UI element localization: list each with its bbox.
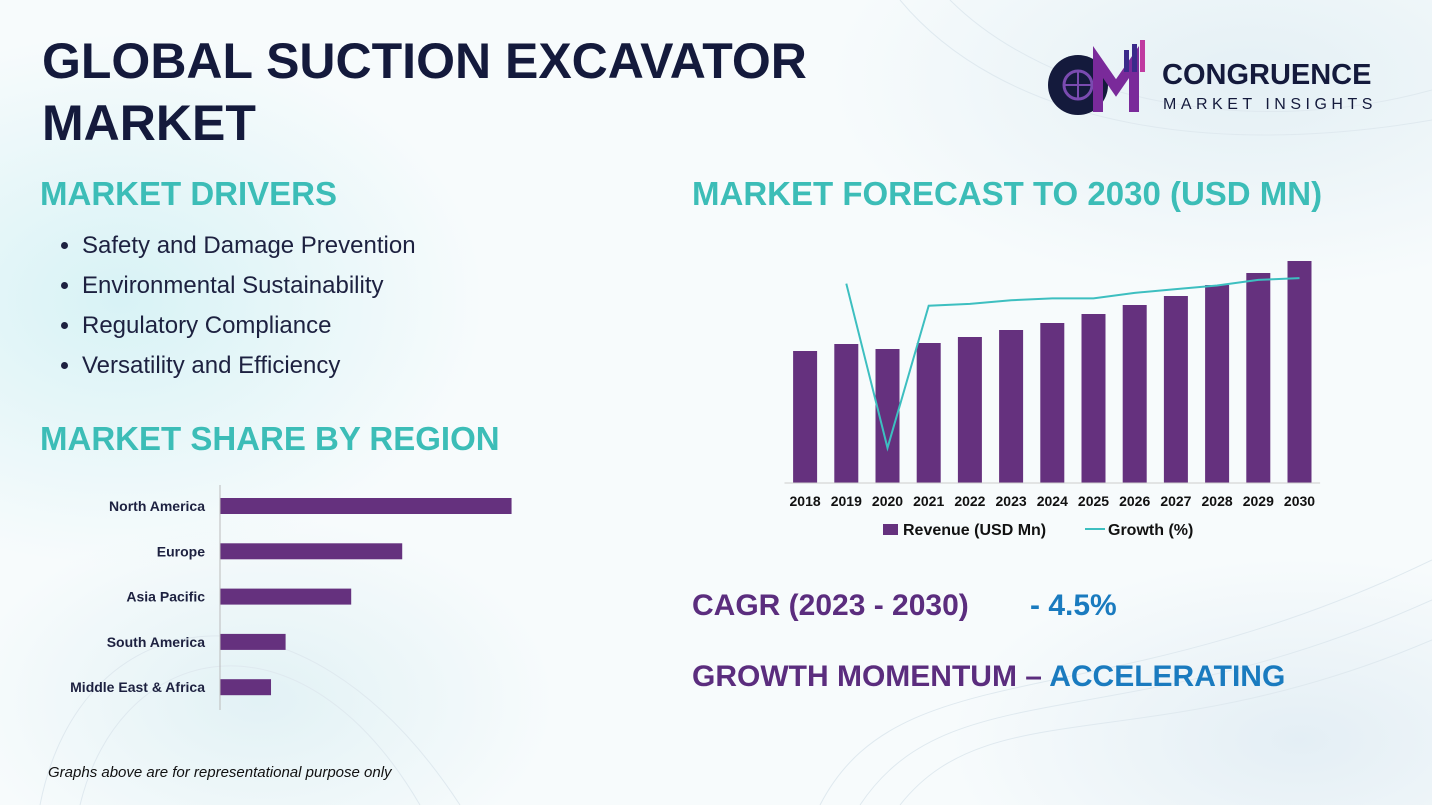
x-tick-label: 2024 xyxy=(1037,493,1068,509)
legend-label: Revenue (USD Mn) xyxy=(903,522,1046,539)
title: GLOBAL SUCTION EXCAVATOR MARKET xyxy=(42,33,807,151)
bar xyxy=(1287,261,1312,483)
cagr-value: - 4.5% xyxy=(1030,589,1117,622)
momentum-value: ACCELERATING xyxy=(1049,660,1286,693)
momentum-label: GROWTH MOMENTUM – xyxy=(692,660,1042,693)
bar xyxy=(220,498,512,514)
logo-icon xyxy=(1048,40,1145,115)
legend-label: Growth (%) xyxy=(1108,522,1193,539)
bar xyxy=(220,588,352,605)
category-label: South America xyxy=(107,634,205,650)
category-label: Asia Pacific xyxy=(126,589,205,605)
bar xyxy=(1163,296,1188,483)
cagr-label: CAGR (2023 - 2030) xyxy=(692,589,969,622)
bar xyxy=(999,330,1024,483)
drivers-list: Safety and Damage Prevention Environment… xyxy=(60,228,416,388)
driver: Versatility and Efficiency xyxy=(82,348,416,388)
x-tick-label: 2028 xyxy=(1202,493,1233,509)
growth-line xyxy=(845,277,1300,452)
bar xyxy=(220,679,272,696)
category-label: Europe xyxy=(157,543,205,559)
bar xyxy=(834,344,859,483)
driver: Safety and Damage Prevention xyxy=(82,228,416,268)
bar xyxy=(1122,305,1147,483)
driver: Regulatory Compliance xyxy=(82,308,416,348)
bar xyxy=(957,337,982,483)
bar xyxy=(220,633,286,650)
bar xyxy=(1040,323,1065,483)
x-tick-label: 2022 xyxy=(954,493,985,509)
footnote: Graphs above are for representational pu… xyxy=(48,764,392,781)
drivers-heading: MARKET DRIVERS xyxy=(40,175,338,212)
category-label: Middle East & Africa xyxy=(70,679,205,695)
momentum: GROWTH MOMENTUM – ACCELERATING xyxy=(692,660,1285,694)
x-tick-label: 2026 xyxy=(1119,493,1150,509)
logo-tagline: MARKET INSIGHTS xyxy=(1163,96,1377,113)
forecast-heading: MARKET FORECAST TO 2030 (USD MN) xyxy=(692,175,1323,212)
bar xyxy=(1205,285,1230,483)
x-tick-label: 2019 xyxy=(831,493,862,509)
x-tick-label: 2023 xyxy=(996,493,1027,509)
logo-name: CONGRUENCE xyxy=(1162,59,1371,91)
x-tick-label: 2029 xyxy=(1243,493,1274,509)
x-tick-label: 2018 xyxy=(790,493,821,509)
legend-swatch xyxy=(883,524,898,535)
driver: Environmental Sustainability xyxy=(82,268,416,308)
bar xyxy=(793,351,818,483)
region-heading: MARKET SHARE BY REGION xyxy=(40,420,500,457)
x-tick-label: 2030 xyxy=(1284,493,1315,509)
bar xyxy=(1081,314,1106,483)
x-tick-label: 2025 xyxy=(1078,493,1109,509)
x-tick-label: 2027 xyxy=(1160,493,1191,509)
category-label: North America xyxy=(109,498,205,514)
bar xyxy=(220,543,403,560)
x-tick-label: 2021 xyxy=(913,493,944,509)
x-tick-label: 2020 xyxy=(872,493,903,509)
bar xyxy=(1246,273,1271,483)
bar xyxy=(916,343,941,483)
